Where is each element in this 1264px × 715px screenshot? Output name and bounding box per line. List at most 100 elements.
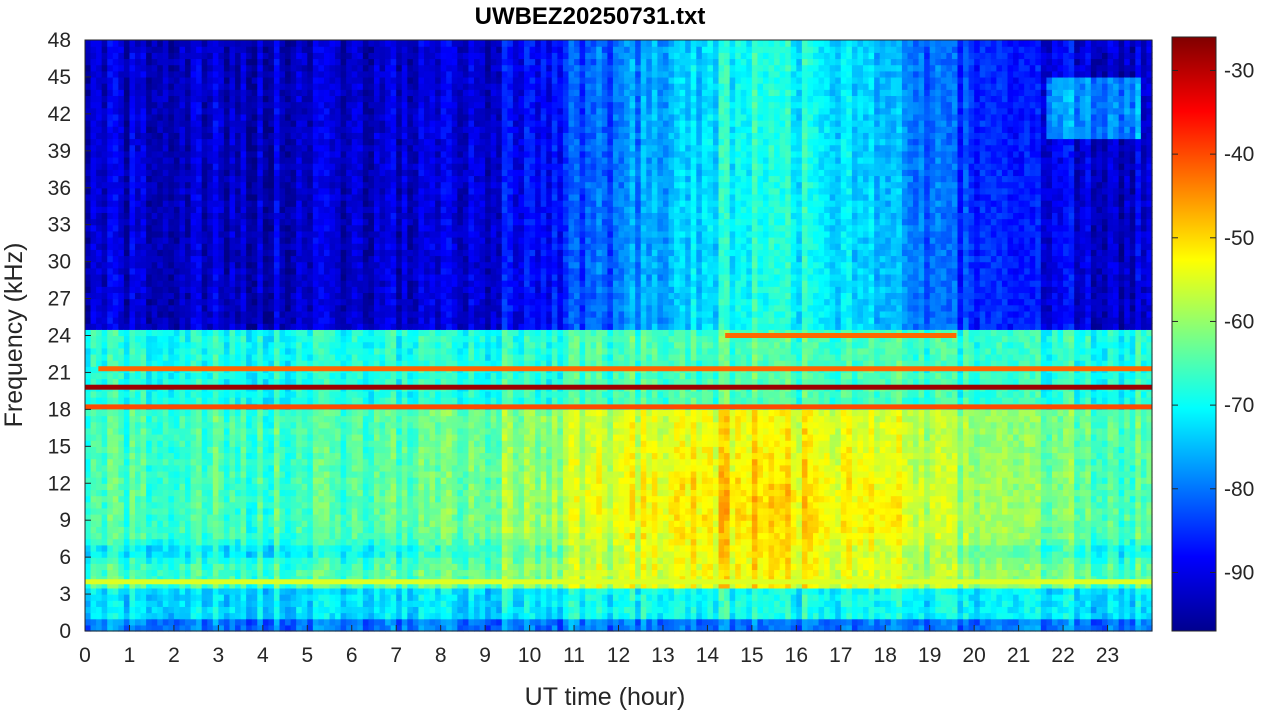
spectrogram-cell — [168, 76, 175, 84]
spectrogram-cell — [273, 181, 281, 189]
spectrogram-cell — [196, 249, 203, 257]
spectrogram-cell — [346, 107, 353, 115]
spectrogram-cell — [240, 292, 247, 300]
spectrogram-cell — [196, 200, 203, 207]
spectrogram-cell — [85, 101, 92, 109]
spectrogram-cell — [85, 212, 92, 220]
spectrogram-cell — [173, 280, 181, 287]
spectrogram-cell — [229, 353, 236, 361]
spectrogram-cell — [351, 575, 358, 583]
spectrogram-cell — [162, 120, 169, 127]
spectrogram-cell — [162, 501, 169, 509]
spectrogram-cell — [101, 477, 108, 484]
spectrogram-cell — [246, 557, 253, 564]
spectrogram-cell — [346, 138, 353, 146]
spectrogram-cell — [96, 587, 103, 595]
spectrogram-cell — [346, 317, 353, 324]
spectrogram-cell — [346, 58, 353, 66]
spectrogram-cell — [101, 360, 108, 367]
spectrogram-cell — [240, 526, 247, 534]
spectrogram-cell — [285, 255, 292, 263]
spectrogram-cell — [112, 230, 119, 238]
spectrogram-cell — [196, 452, 203, 460]
spectrogram-cell — [90, 624, 97, 632]
spectrogram-cell — [329, 526, 336, 534]
spectrogram-cell — [279, 526, 286, 534]
spectrogram-cell — [112, 501, 119, 509]
spectrogram-cell — [323, 218, 331, 226]
spectrogram-cell — [157, 563, 164, 571]
spectrogram-cell — [185, 175, 192, 183]
spectrogram-cell — [123, 132, 131, 140]
spectrogram-cell — [90, 563, 97, 571]
spectrogram-cell — [212, 230, 219, 238]
spectrogram-cell — [323, 101, 331, 109]
spectrogram-cell — [112, 372, 119, 380]
spectrogram-cell — [235, 230, 242, 238]
spectrogram-cell — [290, 280, 297, 287]
spectrogram-cell — [218, 169, 225, 177]
spectrogram-cell — [351, 440, 358, 447]
spectrogram-cell — [140, 347, 147, 355]
spectrogram-cell — [129, 341, 136, 349]
spectrogram-cell — [307, 538, 314, 546]
spectrogram-cell — [340, 526, 347, 534]
spectrogram-cell — [157, 458, 164, 466]
spectrogram-cell — [201, 310, 208, 318]
spectrogram-cell — [196, 144, 203, 152]
spectrogram-cell — [268, 452, 275, 460]
spectrogram-cell — [218, 415, 225, 423]
spectrogram-cell — [196, 46, 203, 53]
spectrogram-cell — [162, 317, 169, 324]
spectrogram-cell — [307, 89, 314, 97]
spectrogram-cell — [312, 427, 320, 435]
spectrogram-cell — [262, 353, 269, 361]
spectrogram-cell — [218, 237, 225, 244]
spectrogram-cell — [190, 434, 197, 441]
spectrogram-cell — [340, 409, 347, 417]
spectrogram-cell — [357, 335, 364, 343]
spectrogram-cell — [273, 255, 281, 263]
spectrogram-cell — [273, 249, 281, 257]
spectrogram-cell — [123, 237, 131, 244]
spectrogram-cell — [346, 353, 353, 361]
spectrogram-cell — [196, 378, 203, 386]
spectrogram-cell — [268, 46, 275, 53]
spectrogram-cell — [362, 341, 370, 349]
spectrogram-cell — [96, 501, 103, 509]
spectrogram-cell — [179, 415, 186, 423]
spectrogram-cell — [123, 310, 131, 318]
spectrogram-cell — [223, 507, 231, 515]
spectrogram-cell — [362, 446, 370, 454]
spectrogram-cell — [229, 76, 236, 84]
spectrogram-cell — [279, 144, 286, 152]
spectrogram-cell — [301, 323, 308, 330]
spectrogram-cell — [162, 298, 169, 306]
spectrogram-cell — [240, 446, 247, 454]
spectrogram-cell — [240, 483, 247, 491]
spectrogram-cell — [312, 298, 320, 306]
spectrogram-cell — [85, 150, 92, 158]
spectrogram-cell — [307, 212, 314, 220]
spectrogram-cell — [357, 600, 364, 607]
spectrogram-cell — [212, 594, 219, 601]
spectrogram-cell — [357, 495, 364, 503]
spectrogram-cell — [179, 618, 186, 626]
spectrogram-cell — [257, 483, 264, 491]
spectrogram-cell — [179, 409, 186, 417]
spectrogram-cell — [285, 52, 292, 60]
spectrogram-cell — [229, 237, 236, 244]
spectrogram-cell — [112, 218, 119, 226]
spectrogram-cell — [212, 618, 219, 626]
spectrogram-cell — [123, 483, 131, 491]
spectrogram-cell — [335, 612, 342, 620]
spectrogram-cell — [157, 501, 164, 509]
spectrogram-cell — [235, 520, 242, 527]
spectrogram-cell — [279, 415, 286, 423]
spectrogram-cell — [112, 550, 119, 558]
spectrogram-cell — [329, 267, 336, 275]
spectrogram-cell — [323, 120, 331, 127]
spectrogram-cell — [196, 489, 203, 497]
spectrogram-cell — [362, 563, 370, 571]
spectrogram-cell — [268, 267, 275, 275]
